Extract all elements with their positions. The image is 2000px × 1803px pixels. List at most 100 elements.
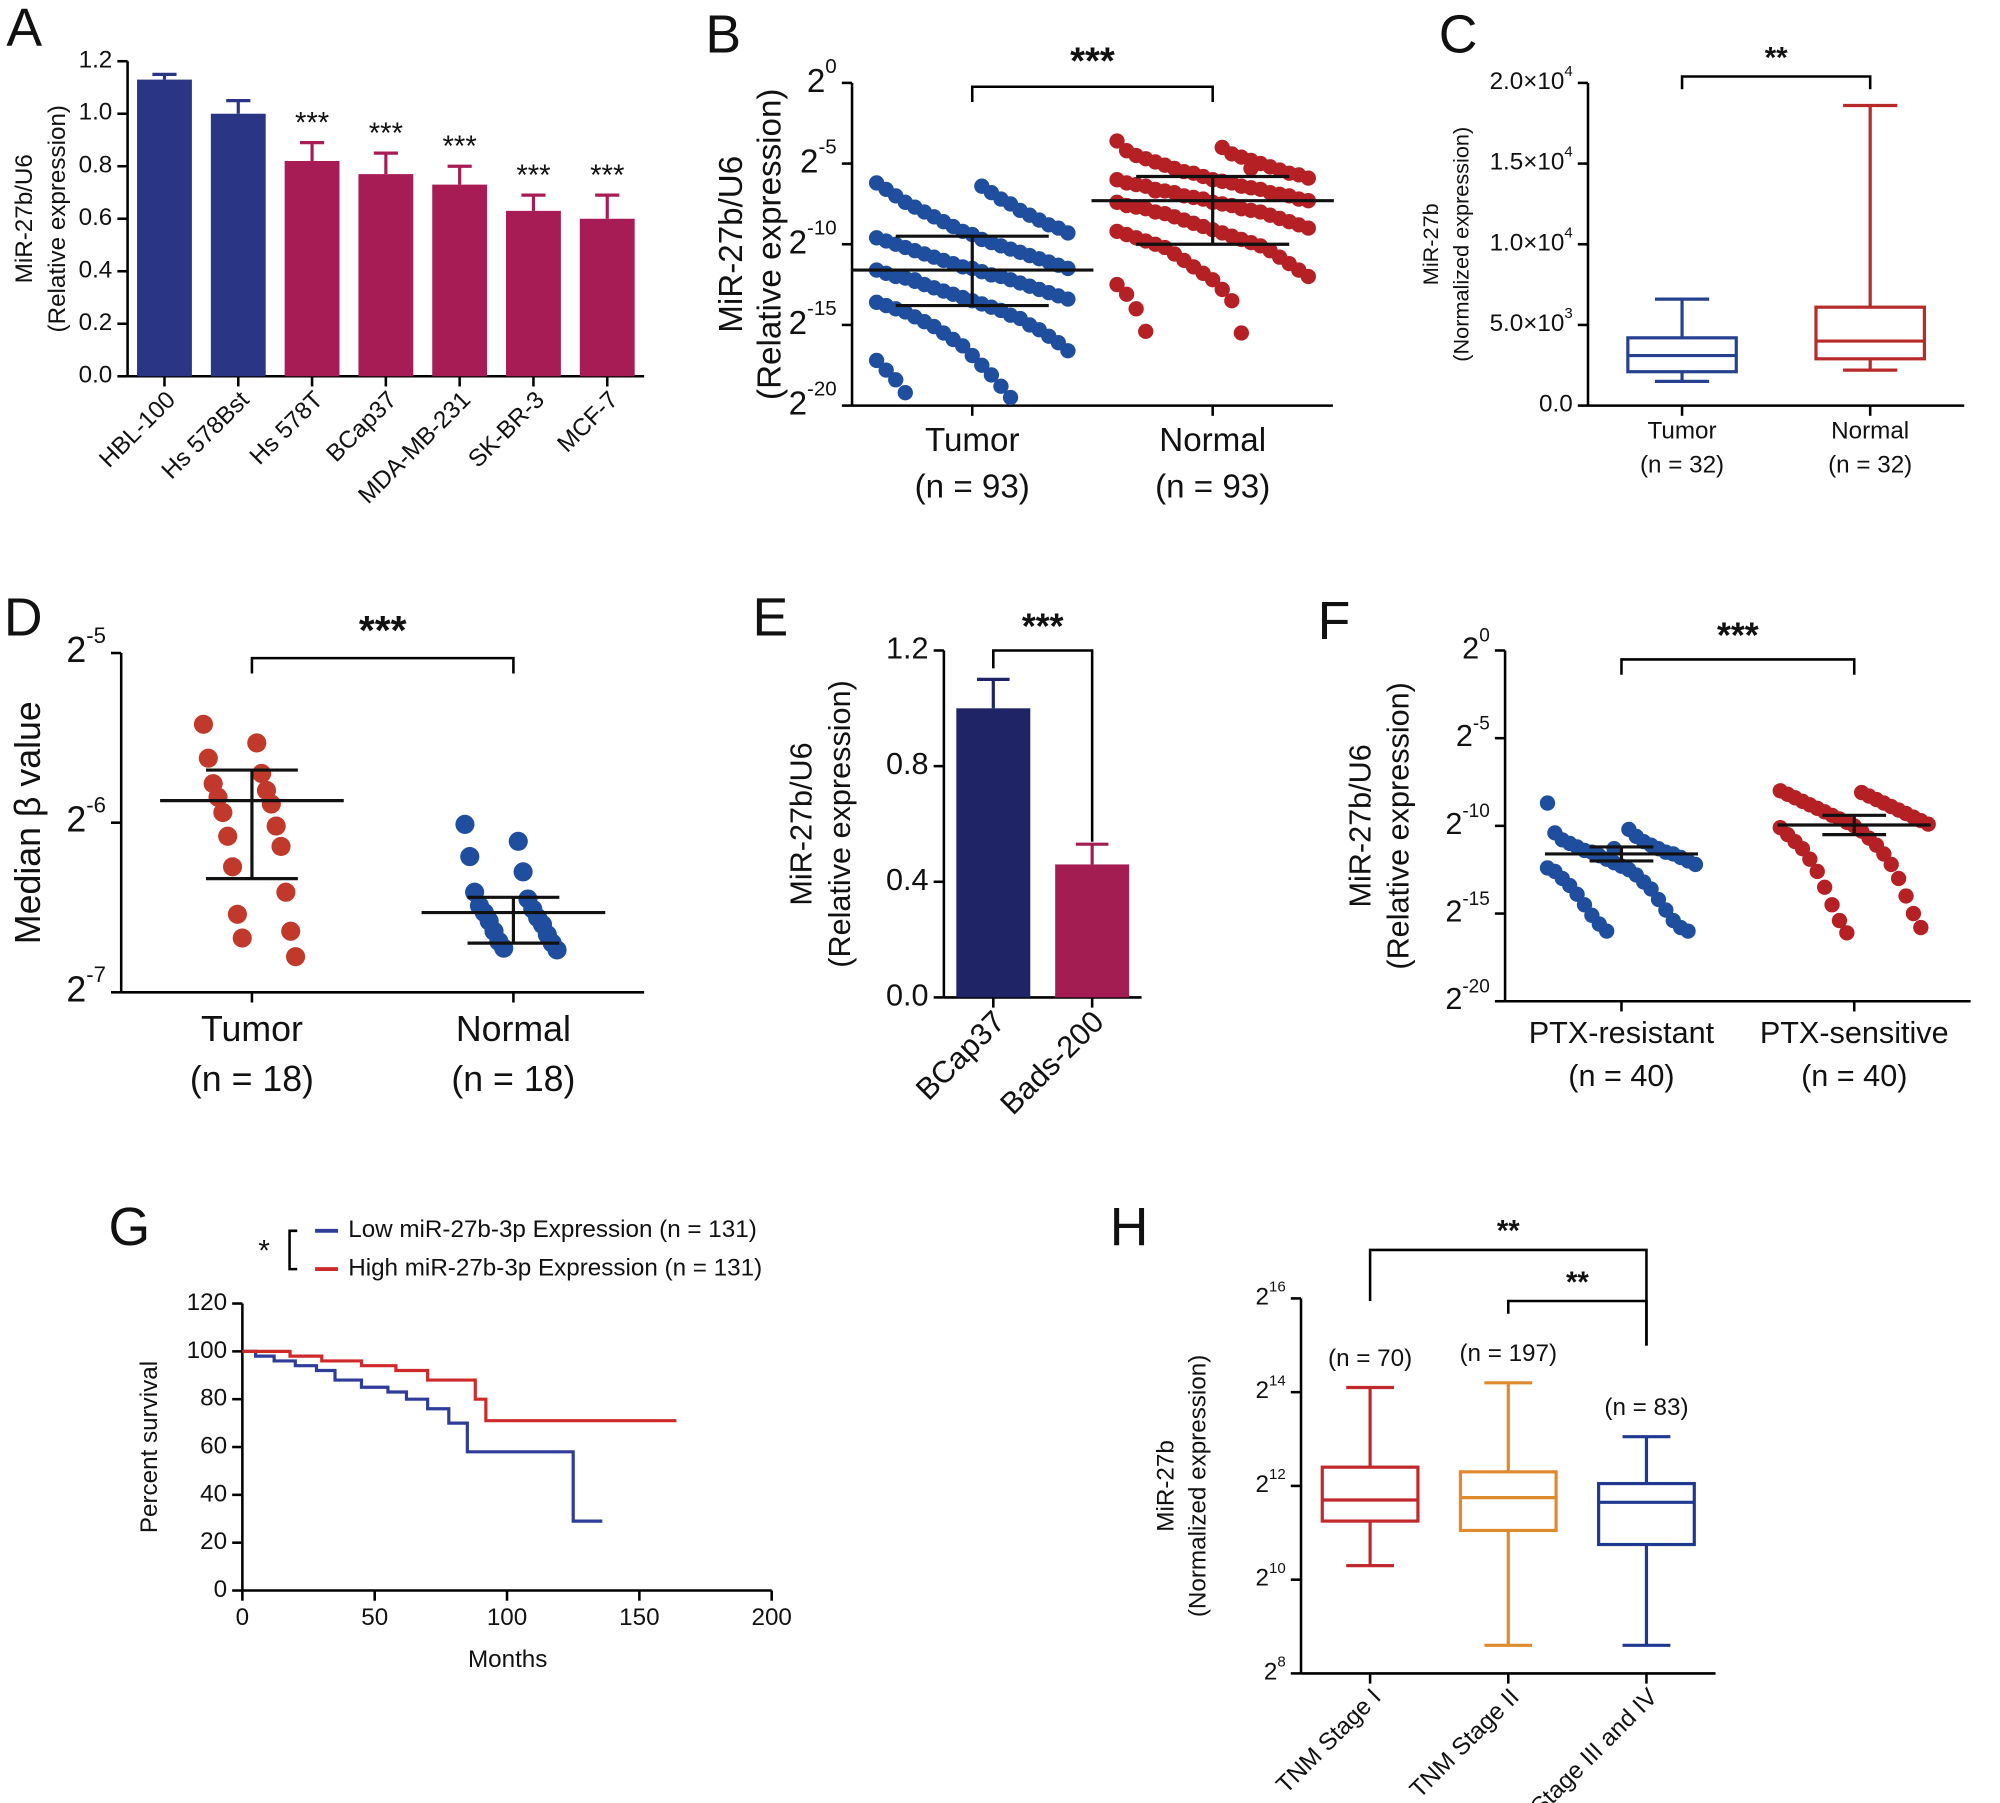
data-point bbox=[1831, 912, 1848, 929]
x-tick-label: PTX-sensitive bbox=[1760, 1016, 1949, 1050]
y-tick-label: 2-10 bbox=[789, 217, 837, 261]
panel: C MiR-27b (Normalized expression) 0.0 5.0×10… bbox=[1418, 5, 1965, 479]
data-point bbox=[1243, 160, 1259, 177]
y-axis-label: Percent survival bbox=[136, 1361, 163, 1533]
box bbox=[1814, 305, 1926, 361]
significance: ** bbox=[1497, 1215, 1520, 1248]
data-point bbox=[252, 763, 272, 784]
x-tick-label: BCap37 bbox=[909, 1004, 1011, 1106]
x-tick-label: Normal bbox=[1159, 422, 1266, 459]
y-tick-label-exponent: -20 bbox=[1462, 976, 1489, 997]
survival-curve bbox=[242, 1349, 603, 1523]
significance: *** bbox=[295, 107, 329, 140]
data-point bbox=[271, 836, 291, 856]
y-tick-label-base: 2 bbox=[1256, 1378, 1269, 1405]
data-point bbox=[1109, 133, 1125, 149]
y-axis-label: (Relative expression) bbox=[44, 105, 71, 332]
y-tick-label-base: 2 bbox=[789, 305, 807, 342]
data-point bbox=[1839, 925, 1855, 941]
y-axis-label: MiR-27b bbox=[1418, 203, 1443, 285]
y-tick-label-base: 2 bbox=[789, 385, 807, 422]
data-point bbox=[993, 378, 1009, 394]
y-tick-label-exponent: 4 bbox=[1564, 144, 1572, 161]
panel-letter: A bbox=[6, 0, 42, 58]
data-point bbox=[955, 338, 971, 354]
data-point bbox=[276, 882, 296, 902]
y-tick-label: 1.2 bbox=[886, 632, 929, 666]
y-tick-label-base: 2 bbox=[1256, 1471, 1269, 1498]
y-tick-label: 2-5 bbox=[800, 136, 837, 180]
y-tick-label-exponent: -20 bbox=[807, 378, 837, 401]
y-tick-label: 120 bbox=[187, 1289, 227, 1316]
y-tick-label-base: 2 bbox=[66, 970, 86, 1010]
sample-size: (n = 93) bbox=[1155, 468, 1270, 505]
data-point bbox=[1687, 856, 1704, 873]
data-point bbox=[1883, 856, 1899, 873]
panel-letter: G bbox=[108, 1198, 150, 1257]
data-point bbox=[1824, 897, 1840, 913]
significance: *** bbox=[443, 130, 477, 163]
data-point bbox=[1300, 220, 1316, 236]
y-tick-label: 216 bbox=[1256, 1278, 1286, 1310]
y-tick-label: 28 bbox=[1264, 1653, 1286, 1685]
x-tick-label: Bads-200 bbox=[994, 1004, 1111, 1121]
y-tick-label-exponent: 0 bbox=[1479, 626, 1490, 647]
y-axis-label: MiR-27b/U6 bbox=[785, 742, 819, 905]
y-tick-label-exponent: -15 bbox=[1462, 889, 1489, 910]
sample-size: (n = 18) bbox=[190, 1059, 314, 1099]
y-tick-label: 0.4 bbox=[79, 257, 113, 284]
y-tick-label: 0.8 bbox=[886, 747, 929, 781]
sample-size: (n = 32) bbox=[1828, 452, 1912, 479]
y-tick-label-base: 2 bbox=[1445, 982, 1462, 1016]
significance: *** bbox=[1070, 40, 1115, 83]
survival-curve bbox=[242, 1349, 677, 1423]
significance-bracket bbox=[970, 85, 1214, 103]
data-point bbox=[878, 362, 894, 378]
data-point bbox=[513, 862, 533, 882]
significance: *** bbox=[516, 159, 550, 192]
data-point bbox=[1118, 286, 1135, 302]
data-point bbox=[868, 352, 885, 369]
x-tick-label: 100 bbox=[487, 1604, 527, 1631]
data-point bbox=[1060, 225, 1076, 241]
y-tick-label: 210 bbox=[1256, 1560, 1286, 1592]
significance-bracket bbox=[1368, 1248, 1648, 1346]
bar bbox=[284, 160, 340, 377]
y-tick-label-base: 5.0×10 bbox=[1490, 310, 1565, 337]
data-point bbox=[1205, 272, 1221, 288]
data-point bbox=[1060, 343, 1076, 359]
bar bbox=[210, 113, 266, 377]
panel-letter: F bbox=[1318, 592, 1351, 651]
bar bbox=[506, 210, 561, 377]
data-point bbox=[907, 272, 923, 288]
sample-size: (n = 197) bbox=[1459, 1340, 1557, 1367]
y-tick-label-exponent: -5 bbox=[818, 136, 836, 159]
data-point bbox=[974, 357, 990, 373]
data-point bbox=[1817, 879, 1833, 895]
data-point bbox=[1898, 888, 1914, 904]
y-tick-label-base: 2 bbox=[1462, 632, 1479, 666]
data-point bbox=[285, 947, 306, 967]
data-point bbox=[261, 794, 281, 814]
panel-letter: E bbox=[753, 588, 789, 647]
y-tick-label: 212 bbox=[1256, 1466, 1286, 1498]
data-point bbox=[455, 814, 475, 834]
significance: *** bbox=[590, 159, 624, 192]
data-point bbox=[1060, 260, 1076, 277]
data-point bbox=[1539, 795, 1556, 811]
x-tick-label: PTX-resistant bbox=[1529, 1016, 1715, 1050]
y-tick-label-exponent: 4 bbox=[1564, 63, 1572, 80]
y-tick-label-base: 2 bbox=[66, 630, 86, 670]
data-point bbox=[232, 928, 252, 948]
bar bbox=[956, 708, 1031, 998]
bar bbox=[1055, 864, 1130, 998]
panel: G Percent survival 0 20 40 60 80 100 120 0 50 100 15… bbox=[108, 1198, 791, 1673]
y-tick-label: 20 bbox=[807, 55, 837, 99]
y-tick-label-base: 2 bbox=[807, 63, 825, 100]
significance: *** bbox=[1022, 606, 1064, 646]
data-point bbox=[218, 826, 238, 846]
data-point bbox=[247, 733, 267, 753]
